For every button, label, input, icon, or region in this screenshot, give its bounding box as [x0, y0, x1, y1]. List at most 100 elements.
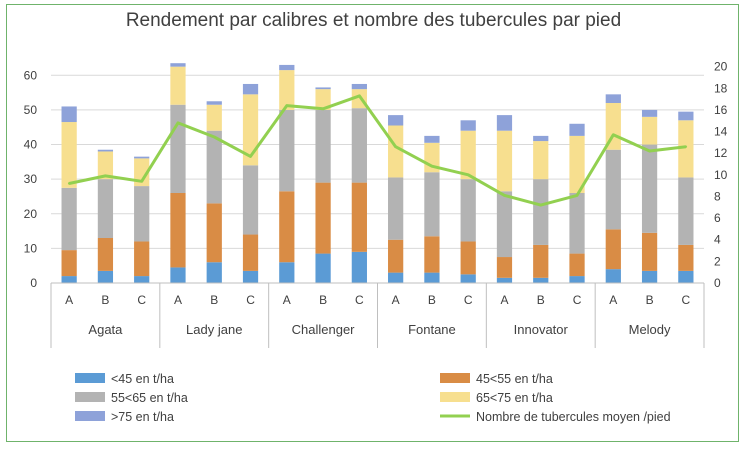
bar-segment	[388, 239, 404, 273]
y-tick-label: 10	[24, 241, 38, 255]
x-tick-label: B	[319, 293, 327, 307]
bar-segment	[61, 276, 77, 283]
legend-swatch	[440, 373, 470, 383]
x-tick-label: A	[174, 293, 182, 307]
group-label: Fontane	[408, 322, 456, 337]
bar-segment	[97, 238, 114, 271]
bar-segment	[279, 191, 295, 263]
bar-segment	[170, 193, 186, 268]
bar-segment	[134, 241, 150, 277]
group-label: Melody	[629, 322, 671, 337]
bar-segment	[569, 135, 585, 193]
bar-segment	[460, 241, 476, 275]
y2-tick-label: 6	[714, 211, 721, 225]
bar-segment	[569, 193, 585, 254]
tubers-point	[104, 174, 107, 178]
bar-segment	[496, 257, 513, 278]
bar-segment	[134, 186, 150, 242]
bar-segment	[170, 63, 186, 67]
tubers-point	[466, 173, 470, 177]
bar-segment	[206, 104, 222, 131]
bar-segment	[388, 115, 404, 126]
bar-segment	[641, 270, 658, 283]
bar-segment	[279, 262, 295, 283]
x-tick-label: A	[500, 293, 508, 307]
bar-segment	[678, 244, 694, 271]
bar-segment	[61, 250, 77, 277]
bar-segment	[242, 270, 259, 283]
y2-tick-label: 14	[714, 125, 728, 139]
bar-segment	[533, 141, 549, 180]
bar-segment	[460, 120, 476, 131]
bar-segment	[533, 135, 549, 142]
bar-segment	[641, 232, 658, 271]
bar-segment	[315, 253, 331, 283]
tubers-point	[213, 135, 216, 139]
tubers-point	[575, 194, 579, 197]
bar-segment	[97, 149, 114, 152]
bar-segment	[279, 64, 295, 71]
tubers-point	[430, 164, 434, 168]
bar-segment	[206, 262, 222, 283]
bar-segment	[460, 274, 476, 283]
bar-segment	[424, 135, 440, 143]
bar-segment	[496, 115, 513, 131]
x-tick-label: C	[464, 293, 473, 307]
bar-segment	[388, 177, 404, 240]
bar-segment	[279, 70, 295, 110]
x-tick-label: A	[283, 293, 291, 307]
y2-tick-label: 16	[714, 103, 728, 117]
bar-segment	[605, 229, 621, 270]
bar-segment	[460, 179, 476, 242]
bar-segment	[315, 89, 331, 110]
legend-label: 65<75 en t/ha	[476, 391, 553, 405]
tubers-point	[140, 180, 143, 183]
bar-segment	[97, 151, 114, 180]
legend-layer: <45 en t/ha 45<55 en t/ha 55<65 en t/ha 65<…	[75, 372, 671, 424]
tubers-point	[394, 145, 397, 148]
legend-swatch	[75, 411, 105, 421]
x-tick-label: A	[65, 293, 73, 307]
bar-segment	[61, 122, 77, 188]
line-layer	[67, 94, 688, 207]
tubers-point	[285, 104, 289, 107]
bar-segment	[170, 104, 186, 193]
bar-segment	[533, 277, 549, 283]
bar-segment	[206, 130, 222, 204]
bars-layer	[61, 63, 694, 283]
bar-segment	[351, 182, 367, 252]
y2-tick-label: 20	[714, 60, 728, 74]
y2-tick-label: 0	[714, 276, 721, 290]
bar-segment	[678, 111, 694, 121]
bar-segment	[678, 270, 694, 283]
bar-segment	[533, 244, 549, 278]
legend-swatch	[440, 392, 470, 402]
tubers-point	[249, 155, 252, 158]
x-tick-label: C	[355, 293, 364, 307]
bar-segment	[388, 272, 404, 283]
group-label: Lady jane	[186, 322, 242, 337]
y2-tick-label: 2	[714, 254, 721, 268]
legend-label: 45<55 en t/ha	[476, 372, 553, 386]
x-tick-label: B	[210, 293, 218, 307]
bar-segment	[388, 125, 404, 178]
tubers-point	[648, 149, 651, 153]
axis-layer: 0 10 20 30 40 50 60 0 2 4 6 8 10 12 14 16 18 20 A B C A B C A B C A…	[24, 60, 728, 348]
bar-segment	[496, 130, 513, 192]
legend-label: >75 en t/ha	[111, 410, 174, 424]
bar-segment	[641, 109, 658, 117]
x-tick-label: C	[573, 293, 582, 307]
legend-label: Nombre de tubercules moyen /pied	[476, 410, 671, 424]
tubers-point	[358, 94, 361, 98]
bar-segment	[61, 106, 77, 123]
bar-segment	[569, 276, 585, 283]
grid-layer	[51, 74, 704, 249]
bar-segment	[242, 94, 259, 166]
y-tick-label: 0	[30, 276, 37, 290]
bar-segment	[170, 66, 186, 105]
bar-segment	[424, 236, 440, 273]
bar-segment	[134, 156, 150, 159]
bar-segment	[605, 94, 621, 103]
tubers-point	[176, 121, 180, 125]
